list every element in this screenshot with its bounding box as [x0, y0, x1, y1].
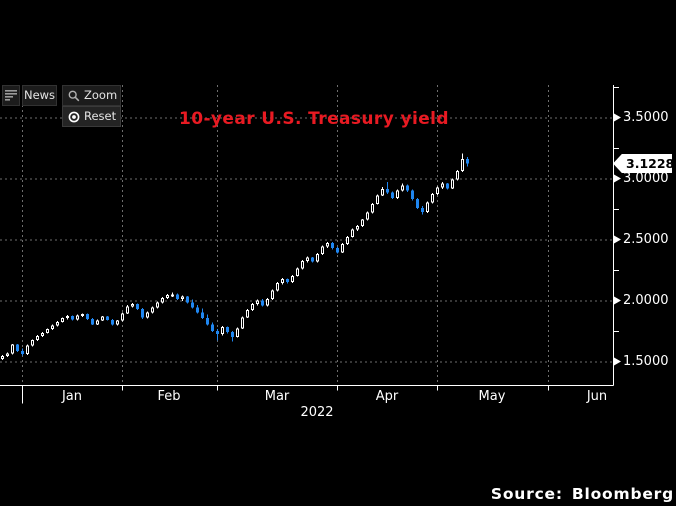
candles [1, 153, 469, 361]
x-tick-label-mar: Mar [264, 389, 290, 404]
reset-button-label: Reset [84, 108, 117, 123]
y-tick-arrows [614, 113, 621, 366]
x-tick-label-apr: Apr [375, 389, 399, 404]
chart-title: 10-year U.S. Treasury yield [179, 109, 449, 129]
zoom-button-label: Zoom [84, 87, 118, 102]
y-tick-label-3-0: 3.0000 [623, 171, 669, 186]
list-icon [4, 90, 17, 101]
reset-button[interactable]: Reset [62, 106, 121, 127]
x-tick-label-may: May [478, 389, 506, 404]
source-label: Source: [490, 485, 563, 503]
source-credit: Source: Bloomberg [491, 485, 674, 503]
y-tick-label-2-0: 2.0000 [623, 293, 669, 308]
magnifier-icon [68, 90, 80, 101]
zoom-button[interactable]: Zoom [62, 85, 121, 106]
news-button[interactable]: News [22, 85, 57, 106]
y-tick-label-1-5: 1.5000 [623, 354, 669, 369]
y-tick-label-2-5: 2.5000 [623, 232, 669, 247]
grid-lines [0, 85, 613, 386]
axes [0, 85, 619, 404]
source-value: Bloomberg [571, 485, 674, 503]
x-tick-label-jun: Jun [586, 389, 608, 404]
y-tick-label-3-5: 3.5000 [623, 110, 669, 125]
x-tick-label-jan: Jan [61, 389, 83, 404]
last-price-badge: 3.1228 [613, 154, 672, 173]
record-circle-icon [68, 111, 80, 122]
x-tick-label-feb: Feb [157, 389, 181, 404]
news-button-label: News [23, 87, 56, 102]
x-axis-year-label: 2022 [300, 405, 334, 420]
menu-button[interactable] [2, 85, 20, 106]
